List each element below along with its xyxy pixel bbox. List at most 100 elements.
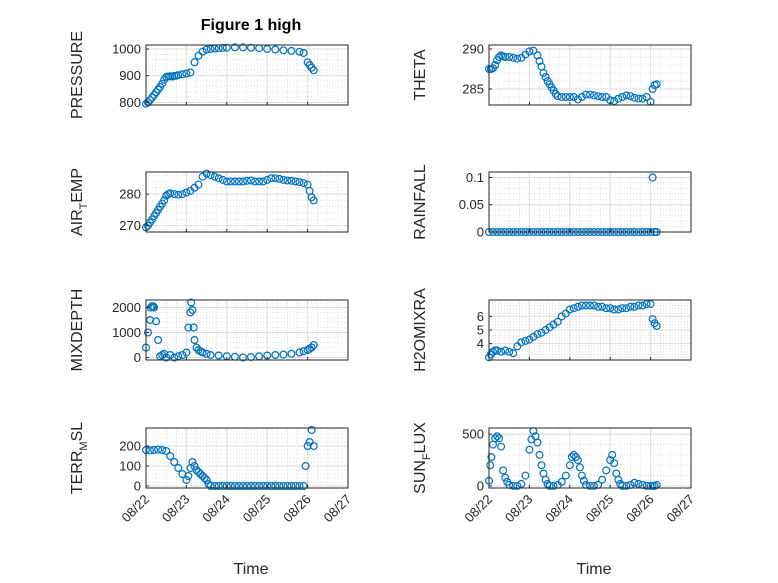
air-temp-series	[142, 169, 318, 232]
data-point	[614, 475, 623, 484]
data-point	[271, 351, 280, 360]
data-point	[234, 177, 243, 186]
data-point	[218, 482, 227, 491]
data-point	[291, 482, 300, 491]
data-point	[259, 177, 268, 186]
data-point	[541, 326, 550, 335]
data-point	[206, 351, 215, 360]
data-point	[182, 188, 191, 197]
y-tick-label: 100	[119, 459, 141, 474]
data-point	[196, 470, 205, 479]
h2omixra-y-axis-title: H2OMIXRA	[412, 288, 429, 372]
data-point	[539, 68, 548, 77]
y-tick-label: 5	[477, 323, 484, 338]
data-point	[618, 304, 627, 313]
y-tick-label: 280	[119, 187, 141, 202]
rainfall-axes-box	[488, 171, 692, 233]
data-point	[214, 482, 223, 491]
data-point	[545, 481, 554, 490]
data-point	[184, 472, 193, 481]
data-point	[551, 89, 560, 98]
data-point	[222, 43, 231, 52]
panel-air-temp: 270 280 AIRTEMP	[69, 168, 349, 236]
data-point	[589, 301, 598, 310]
data-point	[513, 342, 522, 351]
data-point	[182, 476, 191, 485]
data-point	[194, 180, 203, 189]
figure-title: Figure 1 high	[201, 17, 301, 34]
data-point	[569, 92, 578, 101]
data-point	[146, 446, 155, 455]
data-point	[598, 92, 607, 101]
data-point	[194, 346, 203, 355]
data-point	[287, 176, 296, 185]
data-point	[642, 300, 651, 309]
x-tick-label: 08/22	[119, 492, 153, 526]
data-point	[648, 84, 657, 93]
data-point	[154, 445, 163, 454]
data-point	[301, 462, 310, 471]
data-point	[222, 177, 231, 186]
terr-msl-minor-grid	[146, 428, 348, 488]
data-point	[618, 92, 627, 101]
data-point	[585, 301, 594, 310]
data-point	[170, 353, 179, 362]
data-point	[158, 79, 167, 88]
data-point	[162, 353, 171, 362]
data-point	[309, 442, 318, 451]
data-point	[187, 298, 196, 307]
data-point	[251, 482, 260, 491]
data-point	[569, 450, 578, 459]
data-point	[174, 464, 183, 473]
data-point	[267, 174, 276, 183]
data-point	[493, 432, 502, 441]
x-tick-label: 08/25	[583, 492, 617, 526]
data-point	[493, 346, 502, 355]
data-point	[287, 349, 296, 358]
theta-series	[485, 46, 661, 106]
data-point	[509, 349, 518, 358]
pressure-y-axis-title: PRESSURE	[69, 31, 86, 119]
data-point	[299, 482, 308, 491]
data-point	[594, 92, 603, 101]
data-point	[501, 473, 510, 482]
data-point	[309, 196, 318, 205]
theta-y-axis-title: THETA	[412, 49, 429, 101]
data-point	[214, 174, 223, 183]
data-point	[598, 475, 607, 484]
data-point	[307, 343, 316, 352]
x-tick-label: 08/24	[199, 492, 233, 526]
data-point	[202, 45, 211, 54]
data-point	[525, 445, 534, 454]
data-point	[521, 336, 530, 345]
data-point	[279, 46, 288, 55]
x-tick-label: 08/26	[280, 492, 314, 526]
data-point	[198, 47, 207, 56]
data-point	[577, 92, 586, 101]
data-point	[247, 43, 256, 52]
data-point	[299, 179, 308, 188]
data-point	[602, 466, 611, 475]
data-point	[573, 456, 582, 465]
data-point	[279, 482, 288, 491]
panel-pressure: 800 900 1000 PRESSURE	[69, 31, 349, 119]
data-point	[529, 46, 538, 55]
data-point	[275, 482, 284, 491]
data-point	[505, 347, 514, 356]
data-point	[573, 302, 582, 311]
data-point	[497, 442, 506, 451]
data-point	[271, 174, 280, 183]
pressure-series	[142, 43, 318, 108]
terr-msl-axes-box	[145, 427, 349, 489]
data-point	[610, 459, 619, 468]
data-point	[182, 348, 191, 357]
y-tick-label: 6	[477, 309, 484, 324]
y-tick-label: 0.05	[459, 197, 484, 212]
sun-flux-series	[485, 427, 661, 490]
data-point	[186, 308, 195, 317]
pressure-minor-grid	[146, 45, 348, 105]
data-point	[630, 93, 639, 102]
data-point	[230, 177, 239, 186]
data-point	[178, 190, 187, 199]
